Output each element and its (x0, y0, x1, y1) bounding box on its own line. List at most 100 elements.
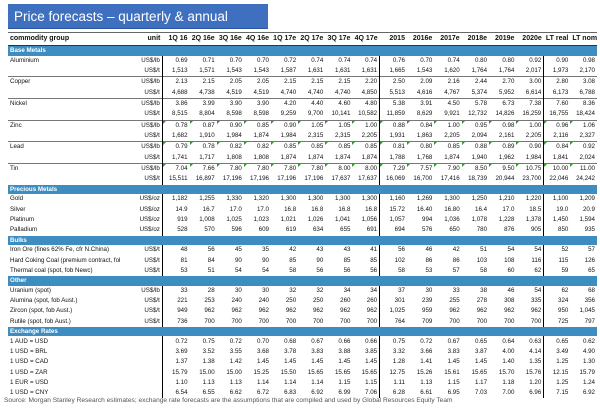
value-cell: 1,300 (307, 195, 324, 203)
value-cell: 1.45 (338, 358, 351, 366)
value-cell: 0.85 (298, 141, 326, 153)
value-cell: 1,631 (352, 65, 381, 77)
value-cell: 1,764 (498, 67, 515, 75)
value-cell: 103 (476, 256, 488, 264)
column-header: commodity group (8, 32, 121, 46)
value-cell: 700 (476, 317, 488, 325)
value-cell: 2,205 (444, 132, 460, 140)
value-cell: 15.00 (199, 368, 215, 376)
value-cell: 2.16 (434, 76, 462, 88)
unit-cell: US$/t (120, 65, 163, 77)
value-cell: 694 (394, 226, 405, 234)
value-cell: 1.00 (352, 119, 381, 131)
value-cell: 0.88 (379, 119, 407, 131)
unit-cell (120, 346, 163, 358)
value-cell: 0.85 (434, 141, 462, 153)
value-cell: 0.90 (556, 56, 569, 64)
table-row: Platinum US$/oz 919 1,008 1,025 1,023 1,021 1,0… (8, 214, 597, 226)
unit-cell: US$/lb (120, 76, 163, 88)
value-cell: 1.06 (570, 119, 597, 131)
value-cell: 1,841 (552, 153, 569, 161)
value-cell: 709 (422, 317, 433, 325)
value-cell: 16.8 (338, 205, 351, 213)
table-row: Alumina (spot, fob Aust.) US$/t 221 253 240 2… (8, 295, 597, 307)
value-cell: 7.57 (406, 162, 435, 175)
value-cell: 1,874 (253, 132, 269, 140)
value-cell: 1,182 (172, 195, 188, 203)
value-cell: 12,732 (468, 110, 488, 118)
value-cell: 2.70 (489, 76, 517, 88)
section-header: Bulks (8, 235, 597, 245)
value-cell: 85 (352, 255, 381, 266)
value-cell: 15.70 (498, 368, 515, 376)
value-cell: 0.98 (489, 119, 517, 131)
value-cell: 780 (476, 226, 488, 234)
value-cell: 609 (258, 226, 269, 234)
value-cell: 1.05 (298, 119, 326, 131)
value-cell: 240 (231, 297, 242, 305)
value-cell: 1,910 (199, 132, 215, 140)
value-cell: 1.00 (516, 119, 545, 131)
value-cell: 0.76 (392, 56, 405, 64)
table-row: Copper US$/lb 2.13 2.15 2.05 2.05 2.15 2.15 2.15… (8, 76, 597, 88)
value-cell: 2.44 (461, 76, 490, 88)
table-row: Hard Coking Coal (premium contract, fob … (8, 255, 597, 266)
value-cell: 86 (452, 256, 460, 264)
value-cell: 15.65 (352, 367, 381, 378)
value-cell: 9,700 (307, 110, 324, 118)
value-cell: 1.14 (256, 378, 269, 386)
value-cell: 5.78 (461, 97, 490, 110)
value-cell: 16.7 (202, 205, 215, 213)
value-cell: 1,874 (352, 152, 381, 164)
value-cell: 0.70 (420, 56, 433, 64)
value-cell: 949 (177, 307, 188, 315)
value-cell: 43 (343, 246, 351, 254)
value-cell: 16,897 (195, 175, 215, 183)
value-cell: 0.81 (379, 141, 407, 153)
table-row: 1 AUD = USD 0.72 0.75 0.72 0.70 0.68 0.67 0.66 0… (8, 336, 597, 347)
name-cell: Gold (10, 195, 24, 203)
value-cell: 1.45 (475, 358, 488, 366)
value-cell: 1,543 (226, 67, 242, 75)
value-cell: 16.8 (352, 204, 381, 215)
value-cell: 0.66 (338, 337, 351, 345)
value-cell: 6.92 (582, 389, 595, 397)
value-cell: 16.8 (311, 205, 324, 213)
value-cell: 56 (352, 265, 381, 277)
table-row: Uranium (spot) US$/lb 33 28 30 30 32 32 34 34 37 30… (8, 285, 597, 296)
value-cell: 9.50 (489, 162, 517, 175)
value-cell: 1.00 (434, 119, 462, 131)
value-cell: 1.35 (516, 357, 545, 368)
value-cell: 9,259 (280, 110, 297, 118)
value-cell: 0.82 (243, 141, 271, 153)
value-cell: 1,250 (471, 195, 488, 203)
unit-cell: US$/t (120, 265, 163, 277)
value-cell: 2,161 (498, 132, 515, 140)
value-cell: 1.42 (229, 358, 242, 366)
value-cell: 35 (262, 246, 269, 254)
value-cell: 85 (343, 256, 351, 264)
value-cell: 655 (340, 226, 351, 234)
value-cell: 962 (449, 307, 460, 315)
value-cell: 65 (588, 266, 595, 274)
value-cell: 700 (312, 317, 324, 325)
value-cell: 46 (425, 246, 433, 254)
value-cell: 0.78 (189, 141, 217, 153)
value-cell: 0.70 (256, 337, 269, 345)
value-cell: 3.90 (216, 97, 244, 110)
value-cell: 52 (561, 246, 569, 254)
value-cell: 3.91 (406, 97, 435, 110)
value-cell: 1,300 (444, 195, 460, 203)
column-header: 2018e (461, 32, 490, 46)
value-cell: 1,631 (334, 67, 351, 75)
column-header: 4Q 16e (243, 32, 271, 46)
value-cell: 58 (398, 266, 405, 274)
value-cell: 260 (340, 297, 351, 305)
value-cell: 58 (480, 266, 488, 274)
value-cell: 7.29 (379, 162, 407, 175)
value-cell: 1,931 (389, 132, 405, 140)
column-header: 2019e (489, 32, 517, 46)
table-row: Gold US$/oz 1,182 1,255 1,330 1,320 1,300 1,300… (8, 194, 597, 205)
value-cell: 32 (316, 286, 324, 294)
value-cell: 2.15 (270, 76, 299, 88)
